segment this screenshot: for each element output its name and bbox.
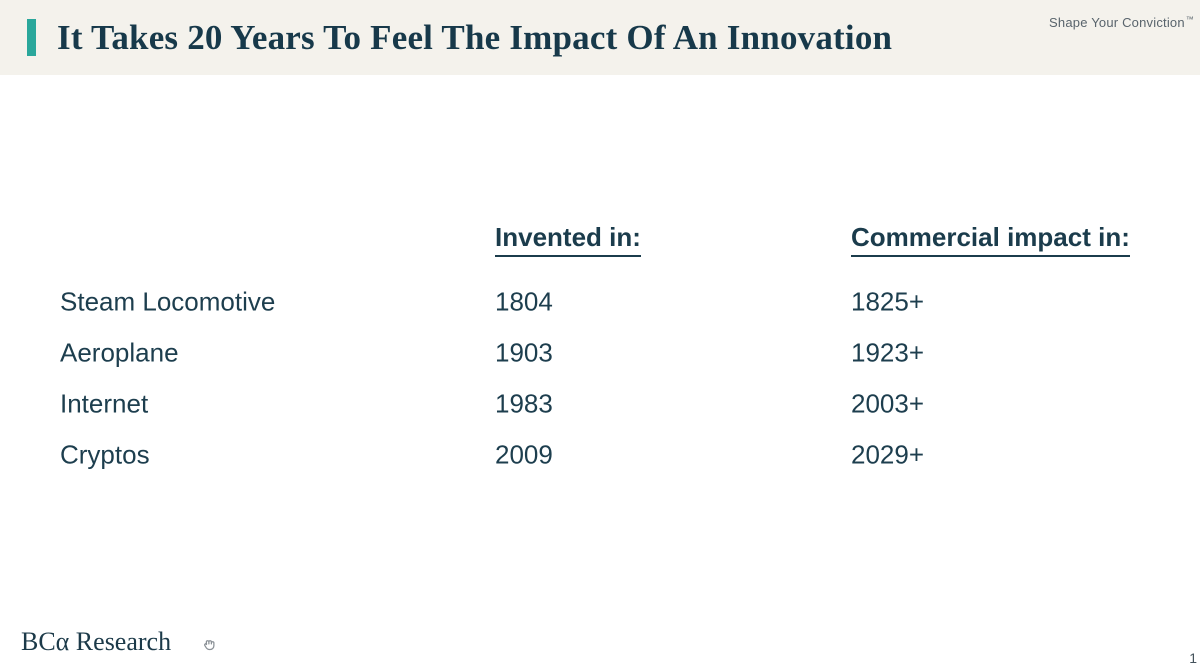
row-label: Cryptos [60, 439, 150, 469]
bca-research-logo: BCα Research [21, 627, 172, 656]
column-header-impact: Commercial impact in: [851, 222, 1130, 257]
brand-tagline-text: Shape Your Conviction [1049, 15, 1185, 30]
trademark-symbol: ™ [1185, 15, 1194, 24]
column-header-invented: Invented in: [495, 222, 641, 257]
title-accent-bar [27, 19, 36, 56]
row-invented-year: 1804 [495, 286, 553, 316]
row-impact-year: 1825+ [851, 286, 925, 316]
page-number: 1 [1189, 650, 1197, 666]
row-impact-year: 2029+ [851, 439, 925, 469]
row-impact-year: 2003+ [851, 388, 925, 418]
table-row: Internet 1983 2003+ [0, 378, 1200, 429]
slide-header: It Takes 20 Years To Feel The Impact Of … [0, 0, 1200, 75]
row-label: Steam Locomotive [60, 286, 276, 316]
row-invented-year: 2009 [495, 439, 553, 469]
table-row: Aeroplane 1903 1923+ [0, 327, 1200, 378]
brand-tagline: Shape Your Conviction™ [1049, 15, 1194, 30]
row-label: Internet [60, 388, 149, 418]
grab-hand-cursor-icon [202, 637, 217, 652]
row-invented-year: 1903 [495, 337, 553, 367]
page-title: It Takes 20 Years To Feel The Impact Of … [57, 18, 893, 57]
table-rows: Steam Locomotive 1804 1825+ Aeroplane 19… [0, 276, 1200, 480]
row-invented-year: 1983 [495, 388, 553, 418]
table-row: Cryptos 2009 2029+ [0, 429, 1200, 480]
table-row: Steam Locomotive 1804 1825+ [0, 276, 1200, 327]
row-impact-year: 1923+ [851, 337, 925, 367]
row-label: Aeroplane [60, 337, 179, 367]
